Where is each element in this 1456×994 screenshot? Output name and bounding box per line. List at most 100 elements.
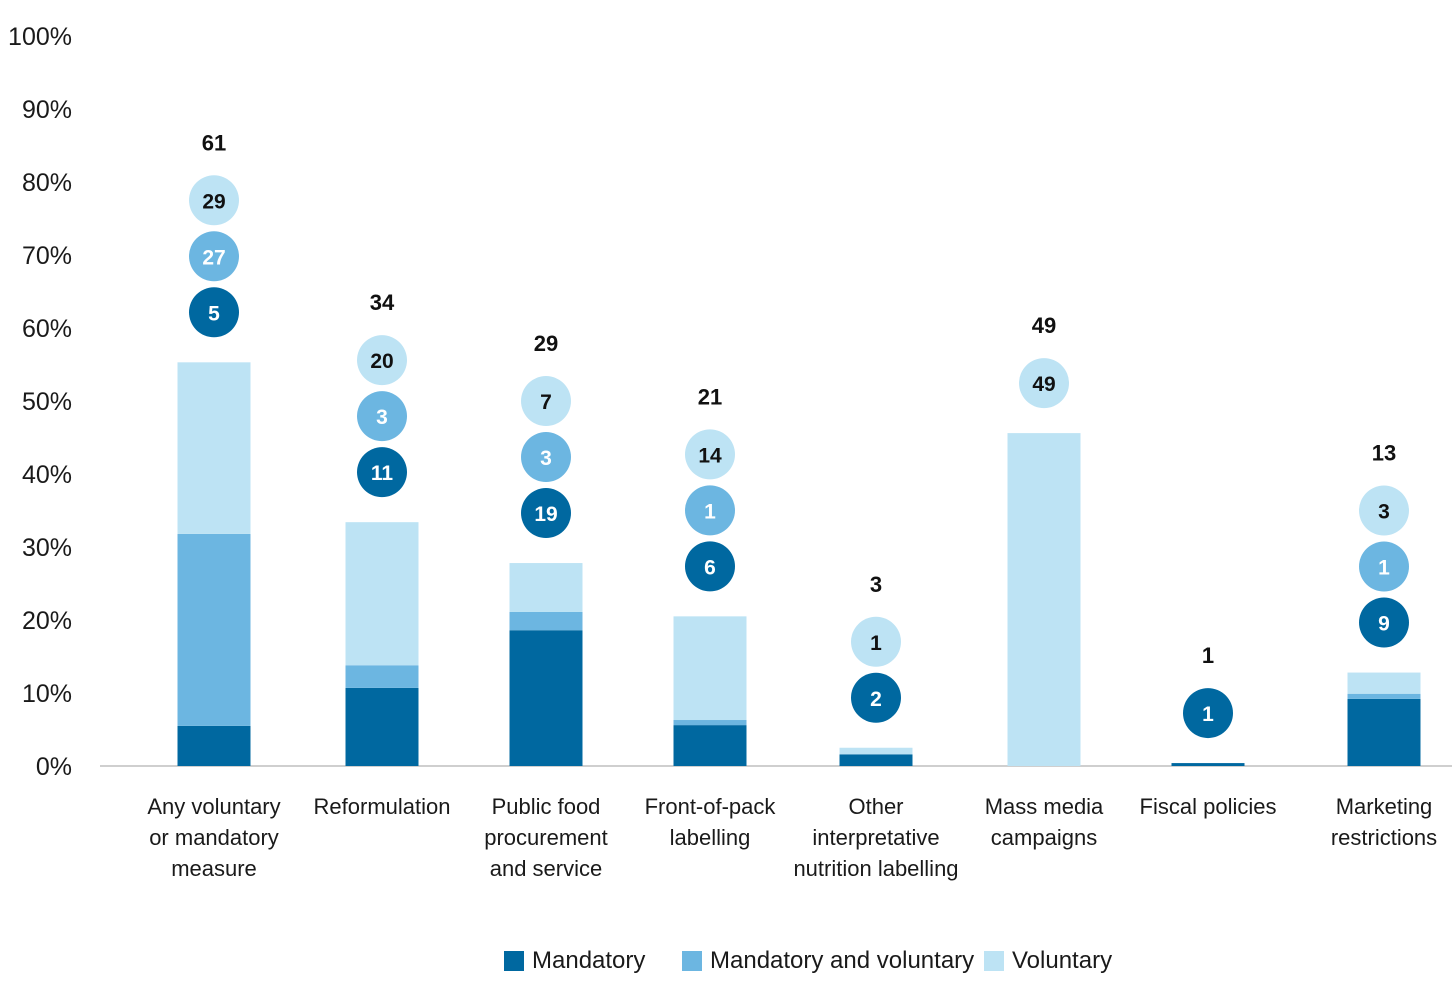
count-badge-label: 14 xyxy=(698,444,722,467)
total-count-label: 34 xyxy=(370,290,395,315)
count-badge-mandatory xyxy=(685,541,735,592)
count-badge-mandatory xyxy=(357,447,407,498)
bar-mandatory xyxy=(345,687,419,766)
count-badge-label: 1 xyxy=(870,632,882,655)
count-badge-label: 27 xyxy=(202,246,225,269)
bar-voluntary xyxy=(1007,433,1081,766)
count-badge-mandatory-and-voluntary xyxy=(1359,541,1409,592)
category-label: labelling xyxy=(670,825,751,850)
count-badge-label: 49 xyxy=(1032,373,1055,396)
count-badge-mandatory-and-voluntary xyxy=(685,485,735,536)
bar-mandatory xyxy=(673,725,747,766)
count-badge-label: 3 xyxy=(1378,501,1390,524)
category-label: Any voluntary xyxy=(147,794,280,819)
legend-item-voluntary: Voluntary xyxy=(984,946,1112,976)
category-label: Public food xyxy=(492,794,601,819)
bar-voluntary xyxy=(177,362,251,534)
stacked-bar-chart: 0%10%20%30%40%50%60%70%80%90%100%5272961… xyxy=(8,23,1452,881)
category-label: nutrition labelling xyxy=(793,856,958,881)
count-badge-label: 9 xyxy=(1378,613,1390,636)
bar-mandatory-and-voluntary xyxy=(1347,693,1421,699)
total-count-label: 49 xyxy=(1032,313,1056,338)
bar-voluntary xyxy=(509,563,583,612)
category-label: Front-of-pack xyxy=(645,794,777,819)
count-badge-label: 1 xyxy=(1378,557,1390,580)
bar-mandatory-and-voluntary xyxy=(509,611,583,631)
count-badge-voluntary xyxy=(851,616,901,667)
count-badge-mandatory-and-voluntary xyxy=(357,391,407,442)
count-badge-label: 29 xyxy=(202,190,225,213)
y-tick-label: 0% xyxy=(36,753,72,781)
count-badge-label: 2 xyxy=(870,688,882,711)
count-badge-mandatory-and-voluntary xyxy=(189,231,239,282)
category-label: interpretative xyxy=(812,825,939,850)
bar-mandatory xyxy=(1171,763,1245,766)
legend-item-mandatory-and-voluntary: Mandatory and voluntary xyxy=(682,946,974,976)
category-label: or mandatory xyxy=(149,825,279,850)
y-tick-label: 30% xyxy=(22,534,72,562)
bar-mandatory xyxy=(839,754,913,766)
bar-voluntary xyxy=(345,522,419,666)
count-badge-label: 1 xyxy=(1202,703,1214,726)
total-count-label: 21 xyxy=(698,384,722,409)
count-badge-voluntary xyxy=(1359,485,1409,536)
total-count-label: 3 xyxy=(870,572,882,597)
count-badge-label: 3 xyxy=(540,447,552,470)
category-label: procurement xyxy=(484,825,608,850)
bar-voluntary xyxy=(839,747,913,755)
y-tick-label: 60% xyxy=(22,315,72,343)
bar-mandatory-and-voluntary xyxy=(673,720,747,726)
y-tick-label: 10% xyxy=(22,680,72,708)
total-count-label: 13 xyxy=(1372,441,1396,466)
count-badge-mandatory xyxy=(851,672,901,723)
bar-voluntary xyxy=(673,616,747,721)
count-badge-label: 1 xyxy=(704,500,716,523)
legend-swatch-voluntary xyxy=(984,951,1004,971)
count-badge-label: 20 xyxy=(370,350,393,373)
category-label: Mass media xyxy=(985,794,1104,819)
category-label: and service xyxy=(490,856,603,881)
legend-label-mandatory: Mandatory xyxy=(532,947,646,974)
total-count-label: 61 xyxy=(202,130,226,155)
y-tick-label: 90% xyxy=(22,96,72,124)
category-label: Other xyxy=(848,794,903,819)
category-label: Fiscal policies xyxy=(1140,794,1277,819)
count-badge-label: 5 xyxy=(208,302,220,325)
category-label: measure xyxy=(171,856,257,881)
count-badge-mandatory-and-voluntary xyxy=(521,432,571,483)
count-badge-mandatory xyxy=(1359,597,1409,648)
y-tick-label: 70% xyxy=(22,242,72,270)
legend-swatch-mandatory-and-voluntary xyxy=(682,951,702,971)
legend-label-mandatory-and-voluntary: Mandatory and voluntary xyxy=(710,947,975,974)
legend-item-mandatory: Mandatory xyxy=(504,946,645,976)
total-count-label: 29 xyxy=(534,331,558,356)
count-badge-voluntary xyxy=(189,175,239,226)
count-badge-label: 3 xyxy=(376,406,388,429)
legend-label-voluntary: Voluntary xyxy=(1012,947,1113,974)
legend: Mandatory Mandatory and voluntary Volunt… xyxy=(0,940,1456,986)
y-tick-label: 80% xyxy=(22,169,72,197)
count-badge-voluntary xyxy=(1019,358,1069,409)
category-label: Reformulation xyxy=(314,794,451,819)
count-badge-voluntary xyxy=(521,376,571,427)
bar-mandatory xyxy=(177,725,251,766)
y-tick-label: 100% xyxy=(8,23,72,51)
count-badge-mandatory xyxy=(1183,688,1233,739)
bar-mandatory-and-voluntary xyxy=(345,665,419,688)
y-tick-label: 20% xyxy=(22,607,72,635)
bar-mandatory xyxy=(509,630,583,766)
count-badge-mandatory xyxy=(521,488,571,539)
y-tick-label: 40% xyxy=(22,461,72,489)
category-label: Marketing xyxy=(1336,794,1433,819)
count-badge-label: 11 xyxy=(371,462,394,485)
category-label: campaigns xyxy=(991,825,1097,850)
count-badge-voluntary xyxy=(357,335,407,386)
total-count-label: 1 xyxy=(1202,643,1214,668)
bar-mandatory xyxy=(1347,698,1421,766)
count-badge-label: 6 xyxy=(704,556,716,579)
bar-voluntary xyxy=(1347,672,1421,694)
bar-mandatory-and-voluntary xyxy=(177,533,251,726)
category-label: restrictions xyxy=(1331,825,1437,850)
y-tick-label: 50% xyxy=(22,388,72,416)
count-badge-mandatory xyxy=(189,287,239,338)
